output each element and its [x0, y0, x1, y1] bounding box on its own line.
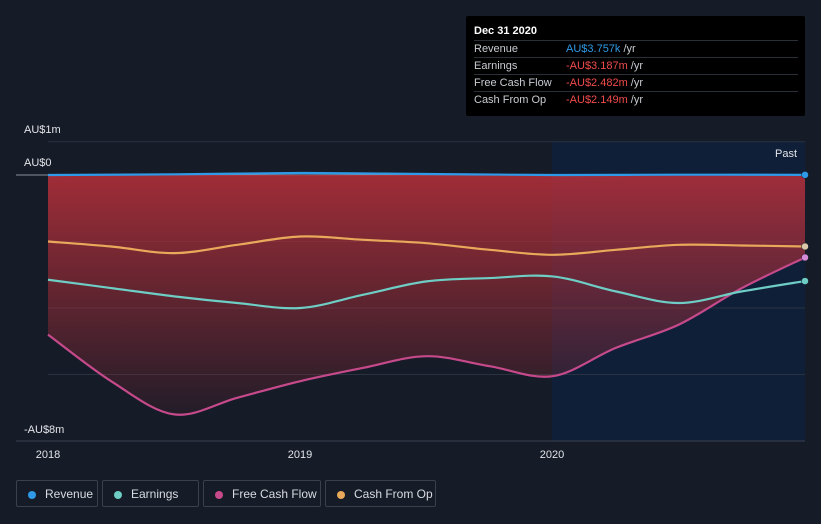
y-tick-label-bottom: -AU$8m	[24, 424, 64, 436]
legend-label: Revenue	[45, 487, 94, 501]
legend-label: Free Cash Flow	[232, 487, 317, 501]
tooltip-unit: /yr	[630, 60, 643, 72]
tooltip-label: Revenue	[474, 43, 519, 55]
tooltip-unit: /yr	[623, 43, 636, 55]
tooltip-value-text: -AU$3.187m	[566, 60, 628, 72]
legend-dot-cash-from-op	[337, 491, 345, 499]
tooltip-value-text: AU$3.757k	[566, 43, 621, 55]
tooltip-row-free-cash-flow: Free Cash Flow -AU$2.482m/yr	[474, 74, 798, 91]
tooltip-row-earnings: Earnings -AU$3.187m/yr	[474, 57, 798, 74]
tooltip-label: Free Cash Flow	[474, 77, 552, 89]
tooltip-value: AU$3.757k/yr	[566, 43, 636, 55]
legend-label: Cash From Op	[354, 487, 433, 501]
y-tick-label-top: AU$1m	[24, 124, 61, 136]
series-line-free-cash-flow	[47, 256, 806, 416]
tooltip-label: Cash From Op	[474, 94, 547, 106]
past-label: Past	[775, 148, 797, 160]
tooltip: Dec 31 2020 Revenue AU$3.757k/yr Earning…	[466, 16, 805, 116]
legend-item-cash-from-op[interactable]: Cash From Op	[325, 480, 436, 507]
tooltip-row-cash-from-op: Cash From Op -AU$2.149m/yr	[474, 91, 798, 108]
end-marker-revenue	[801, 171, 809, 179]
series-line-revenue	[47, 171, 806, 177]
legend-label: Earnings	[131, 487, 179, 501]
end-markers	[801, 171, 809, 285]
series-lines	[47, 171, 806, 416]
end-marker-earnings	[801, 277, 809, 285]
series-line-earnings	[47, 274, 806, 310]
legend-dot-free-cash-flow	[215, 491, 223, 499]
tooltip-date: Dec 31 2020	[474, 25, 537, 37]
tooltip-label: Earnings	[474, 60, 518, 72]
tooltip-value: -AU$2.482m/yr	[566, 77, 643, 89]
tooltip-value: -AU$2.149m/yr	[566, 94, 643, 106]
y-tick-label-zero: AU$0	[24, 157, 52, 169]
legend-dot-earnings	[114, 491, 122, 499]
legend-dot-revenue	[28, 491, 36, 499]
x-tick-label-2020: 2020	[540, 449, 564, 461]
end-marker-cash-from-op	[801, 242, 809, 251]
tooltip-unit: /yr	[630, 94, 643, 106]
tooltip-value: -AU$3.187m/yr	[566, 60, 643, 72]
loss-area	[48, 175, 805, 415]
legend-item-revenue[interactable]: Revenue	[16, 480, 98, 507]
end-marker-free-cash-flow	[801, 253, 809, 262]
tooltip-value-text: -AU$2.482m	[566, 77, 628, 89]
x-tick-label-2018: 2018	[36, 449, 60, 461]
x-tick-label-2019: 2019	[288, 449, 312, 461]
legend-item-earnings[interactable]: Earnings	[102, 480, 199, 507]
legend-item-free-cash-flow[interactable]: Free Cash Flow	[203, 480, 321, 507]
tooltip-row-revenue: Revenue AU$3.757k/yr	[474, 40, 798, 57]
series-line-cash-from-op	[47, 235, 806, 256]
tooltip-unit: /yr	[630, 77, 643, 89]
tooltip-value-text: -AU$2.149m	[566, 94, 628, 106]
